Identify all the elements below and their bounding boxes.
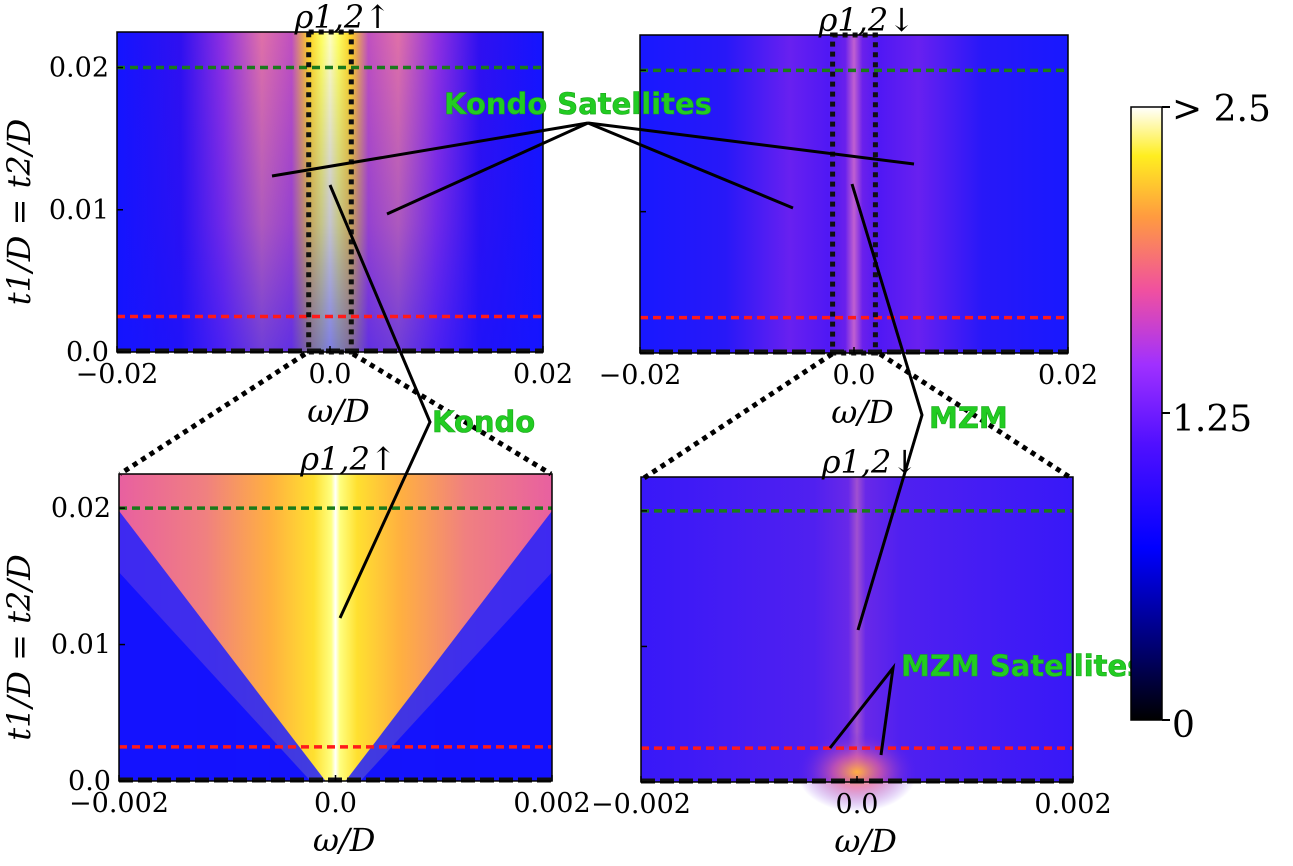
xtick-label-bottom-right-1: 0.0 [836, 789, 879, 820]
colorbar-gradient [1130, 106, 1163, 721]
heatmap-shade-top-left [117, 32, 543, 352]
pointer-mzm [850, 183, 924, 631]
title-bottom-left: ρ1,2↑ [299, 440, 397, 478]
xtick-label-bottom-right-2: 0.002 [1034, 789, 1111, 820]
xtick-label-bottom-left-0: −0.002 [69, 788, 169, 819]
ylabel-bottom-left: t1/D = t2/D [0, 554, 38, 740]
xtick-label-bottom-left-1: 0.0 [314, 788, 357, 819]
colorbar-label-0: 0 [1172, 705, 1195, 746]
colorbar: 0 1.25 > 2.5 [1130, 89, 1271, 746]
annotation-pointers [271, 121, 924, 756]
xtick-label-top-left-1: 0.0 [309, 359, 352, 390]
pointer-ks-1 [271, 121, 589, 178]
panel-top-right: −0.02 0.0 0.02 ρ1,2↓ ω/D [599, 1, 1098, 431]
ytick-label-bottom-left-1: 0.01 [51, 630, 111, 661]
xtick-label-top-right-1: 0.0 [833, 360, 876, 391]
xlabel-top-left: ω/D [307, 392, 370, 430]
ytick-label-top-left-1: 0.01 [49, 195, 109, 226]
label-mzm: MZM [929, 401, 1008, 435]
zoom-connectors [118, 351, 1073, 481]
xlabel-bottom-left: ω/D [313, 821, 376, 859]
pointer-ks-4 [587, 121, 915, 166]
heatmap-lower-left-bottom-left [119, 572, 311, 781]
zoom-connector-left-b [351, 351, 553, 477]
label-mzm-satellites: MZM Satellites [901, 649, 1144, 683]
xtick-label-top-right-2: 0.02 [1038, 360, 1098, 391]
title-top-right: ρ1,2↓ [818, 1, 916, 39]
xlabel-bottom-right: ω/D [834, 822, 897, 860]
pointer-mzm-sat [828, 662, 896, 756]
label-kondo-satellites: Kondo Satellites [444, 87, 712, 121]
xlabel-top-right: ω/D [831, 393, 894, 431]
xtick-label-bottom-left-2: 0.002 [513, 788, 590, 819]
xtick-label-top-left-0: −0.02 [76, 359, 159, 390]
zoom-connector-right-b [878, 351, 1073, 481]
pointer-ks-2 [386, 121, 589, 216]
title-bottom-right: ρ1,2↓ [821, 443, 919, 481]
title-top-left: ρ1,2↑ [294, 0, 392, 36]
zoom-connector-left-a [118, 351, 307, 477]
ylabel-top-left: t1/D = t2/D [0, 119, 38, 305]
zoom-connector-right-a [642, 351, 834, 481]
colorbar-label-mid: 1.25 [1172, 399, 1252, 440]
ytick-label-bottom-left-2: 0.02 [51, 493, 111, 524]
label-kondo: Kondo [432, 405, 535, 439]
heatmap-lower-right-bottom-left [360, 572, 552, 781]
ytick-label-top-left-0: 0.0 [66, 337, 109, 368]
heatmap-hotspot-bottom-right [797, 732, 917, 812]
ytick-label-bottom-left-0: 0.0 [68, 766, 111, 797]
xtick-label-top-right-0: −0.02 [599, 360, 682, 391]
xtick-label-bottom-right-0: −0.002 [591, 789, 691, 820]
pointer-kondo [328, 184, 432, 619]
pointer-ks-3 [587, 121, 794, 210]
xtick-label-top-left-2: 0.02 [513, 359, 573, 390]
ytick-label-top-left-2: 0.02 [49, 53, 109, 84]
colorbar-label-max: > 2.5 [1172, 89, 1271, 130]
